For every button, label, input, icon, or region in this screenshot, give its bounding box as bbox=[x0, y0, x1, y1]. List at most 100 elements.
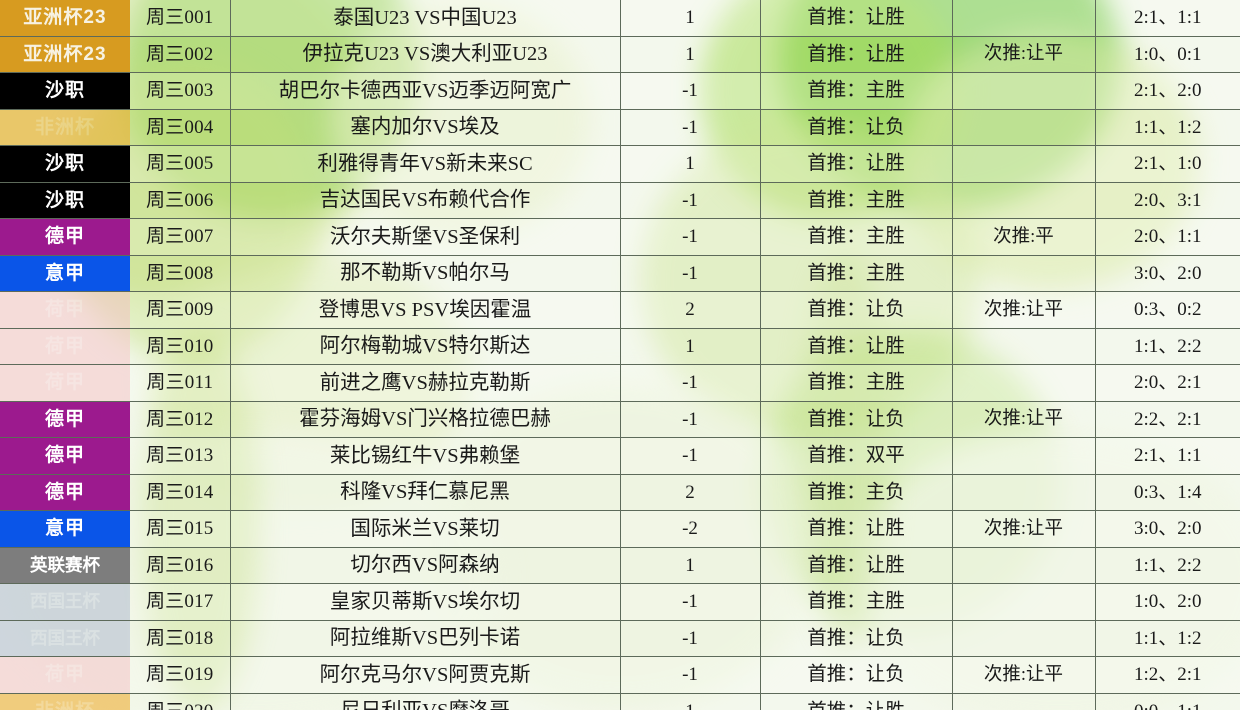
league-badge: 德甲 bbox=[0, 438, 130, 474]
match-number-cell: 周三015 bbox=[130, 510, 231, 548]
match-number-cell: 周三012 bbox=[130, 401, 231, 438]
fixture-cell: 登博思VS PSV埃因霍温 bbox=[230, 291, 621, 329]
fixture-cell: 国际米兰VS莱切 bbox=[230, 510, 621, 548]
primary-pick-cell: 首推：让胜 bbox=[760, 547, 953, 584]
table-row[interactable]: 德甲 周三014 科隆VS拜仁慕尼黑 2 首推：主负 0:3、1:4 bbox=[0, 474, 1240, 511]
secondary-pick-cell: 次推:让平 bbox=[952, 36, 1096, 73]
league-cell: 非洲杯 bbox=[0, 693, 130, 710]
score-prediction-cell: 2:1、2:0 bbox=[1095, 72, 1240, 110]
league-cell: 德甲 bbox=[0, 218, 130, 256]
secondary-pick-cell bbox=[952, 474, 1096, 511]
secondary-pick-cell bbox=[952, 620, 1096, 657]
league-badge: 非洲杯 bbox=[0, 109, 130, 145]
match-number-cell: 周三019 bbox=[130, 656, 231, 694]
table-row[interactable]: 沙职 周三006 吉达国民VS布赖代合作 -1 首推：主胜 2:0、3:1 bbox=[0, 182, 1240, 219]
table-row[interactable]: 西国王杯 周三017 皇家贝蒂斯VS埃尔切 -1 首推：主胜 1:0、2:0 bbox=[0, 583, 1240, 621]
league-badge-label: 亚洲杯23 bbox=[23, 7, 107, 29]
secondary-pick-cell bbox=[952, 109, 1096, 146]
league-badge: 荷甲 bbox=[0, 657, 130, 693]
league-badge-label: 沙职 bbox=[44, 153, 85, 175]
league-badge-label: 荷甲 bbox=[44, 372, 85, 394]
table-row[interactable]: 英联赛杯 周三016 切尔西VS阿森纳 1 首推：让胜 1:1、2:2 bbox=[0, 547, 1240, 584]
fixture-cell: 吉达国民VS布赖代合作 bbox=[230, 182, 621, 219]
fixture-cell: 前进之鹰VS赫拉克勒斯 bbox=[230, 364, 621, 402]
table-row[interactable]: 荷甲 周三009 登博思VS PSV埃因霍温 2 首推：让负 次推:让平 0:3、0:2 bbox=[0, 291, 1240, 329]
index-value-cell: 1 bbox=[620, 547, 761, 584]
secondary-pick-cell: 次推:平 bbox=[952, 218, 1096, 256]
table-row[interactable]: 意甲 周三008 那不勒斯VS帕尔马 -1 首推：主胜 3:0、2:0 bbox=[0, 255, 1240, 292]
table-row[interactable]: 德甲 周三013 莱比锡红牛VS弗赖堡 -1 首推：双平 2:1、1:1 bbox=[0, 437, 1240, 475]
fixture-cell: 塞内加尔VS埃及 bbox=[230, 109, 621, 146]
table-row[interactable]: 沙职 周三005 利雅得青年VS新未来SC 1 首推：让胜 2:1、1:0 bbox=[0, 145, 1240, 183]
match-number-cell: 周三011 bbox=[130, 364, 231, 402]
league-badge: 荷甲 bbox=[0, 328, 130, 364]
match-number-cell: 周三013 bbox=[130, 437, 231, 475]
league-badge-label: 西国王杯 bbox=[30, 591, 100, 611]
primary-pick-cell: 首推：让负 bbox=[760, 291, 953, 329]
match-number-cell: 周三014 bbox=[130, 474, 231, 511]
table-row[interactable]: 亚洲杯23 周三002 伊拉克U23 VS澳大利亚U23 1 首推：让胜 次推:让平 1:0… bbox=[0, 36, 1240, 73]
match-number-cell: 周三002 bbox=[130, 36, 231, 73]
index-value-cell: 1 bbox=[620, 36, 761, 73]
secondary-pick-cell bbox=[952, 437, 1096, 475]
table-row[interactable]: 德甲 周三012 霍芬海姆VS门兴格拉德巴赫 -1 首推：让负 次推:让平 2:2、2:1 bbox=[0, 401, 1240, 438]
league-badge: 西国王杯 bbox=[0, 620, 130, 656]
league-badge: 意甲 bbox=[0, 511, 130, 547]
score-prediction-cell: 2:1、1:0 bbox=[1095, 145, 1240, 183]
index-value-cell: -1 bbox=[620, 109, 761, 146]
table-row[interactable]: 荷甲 周三010 阿尔梅勒城VS特尔斯达 1 首推：让胜 1:1、2:2 bbox=[0, 328, 1240, 365]
index-value-cell: -1 bbox=[620, 255, 761, 292]
secondary-pick-cell: 次推:让平 bbox=[952, 401, 1096, 438]
primary-pick-cell: 首推：让胜 bbox=[760, 510, 953, 548]
primary-pick-cell: 首推：主胜 bbox=[760, 182, 953, 219]
score-prediction-cell: 0:3、0:2 bbox=[1095, 291, 1240, 329]
league-badge: 德甲 bbox=[0, 219, 130, 255]
index-value-cell: -1 bbox=[620, 182, 761, 219]
league-cell: 德甲 bbox=[0, 401, 130, 438]
score-prediction-cell: 1:1、1:2 bbox=[1095, 109, 1240, 146]
secondary-pick-cell bbox=[952, 364, 1096, 402]
secondary-pick-cell bbox=[952, 145, 1096, 183]
league-badge: 西国王杯 bbox=[0, 584, 130, 620]
index-value-cell: 1 bbox=[620, 0, 761, 37]
fixture-cell: 切尔西VS阿森纳 bbox=[230, 547, 621, 584]
primary-pick-cell: 首推：主胜 bbox=[760, 364, 953, 402]
fixture-cell: 伊拉克U23 VS澳大利亚U23 bbox=[230, 36, 621, 73]
fixture-cell: 沃尔夫斯堡VS圣保利 bbox=[230, 218, 621, 256]
league-badge-label: 亚洲杯23 bbox=[23, 43, 107, 65]
table-row[interactable]: 沙职 周三003 胡巴尔卡德西亚VS迈季迈阿宽广 -1 首推：主胜 2:1、2:0 bbox=[0, 72, 1240, 110]
table-row[interactable]: 非洲杯 周三020尼日利亚VS摩洛哥1首推：让胜 0:0、1:1 bbox=[0, 693, 1240, 710]
league-badge-label: 沙职 bbox=[44, 80, 85, 102]
table-row[interactable]: 荷甲 周三019 阿尔克马尔VS阿贾克斯 -1 首推：让负 次推:让平 1:2、2:1 bbox=[0, 656, 1240, 694]
league-badge-label: 德甲 bbox=[44, 226, 85, 248]
table-row[interactable]: 德甲 周三007 沃尔夫斯堡VS圣保利 -1 首推：主胜 次推:平 2:0、1:1 bbox=[0, 218, 1240, 256]
league-cell: 沙职 bbox=[0, 182, 130, 219]
primary-pick-cell: 首推：让胜 bbox=[760, 36, 953, 73]
secondary-pick-cell bbox=[952, 72, 1096, 110]
score-prediction-cell: 2:0、3:1 bbox=[1095, 182, 1240, 219]
league-badge: 德甲 bbox=[0, 401, 130, 437]
index-value-cell: -1 bbox=[620, 437, 761, 475]
table-row[interactable]: 非洲杯 周三004 塞内加尔VS埃及 -1 首推：让负 1:1、1:2 bbox=[0, 109, 1240, 146]
index-value-cell: -1 bbox=[620, 218, 761, 256]
score-prediction-cell: 3:0、2:0 bbox=[1095, 510, 1240, 548]
table-row[interactable]: 意甲 周三015 国际米兰VS莱切 -2 首推：让胜 次推:让平 3:0、2:0 bbox=[0, 510, 1240, 548]
table-row[interactable]: 西国王杯 周三018 阿拉维斯VS巴列卡诺 -1 首推：让负 1:1、1:2 bbox=[0, 620, 1240, 657]
primary-pick-cell: 首推：让负 bbox=[760, 656, 953, 694]
index-value-cell: 1 bbox=[620, 145, 761, 183]
index-value-cell: -1 bbox=[620, 72, 761, 110]
league-cell: 西国王杯 bbox=[0, 620, 130, 657]
league-cell: 德甲 bbox=[0, 437, 130, 475]
table-row[interactable]: 亚洲杯23 周三001 泰国U23 VS中国U23 1 首推：让胜 2:1、1:1 bbox=[0, 0, 1240, 37]
match-number-cell: 周三010 bbox=[130, 328, 231, 365]
table-row[interactable]: 荷甲 周三011 前进之鹰VS赫拉克勒斯 -1 首推：主胜 2:0、2:1 bbox=[0, 364, 1240, 402]
fixture-cell: 阿尔梅勒城VS特尔斯达 bbox=[230, 328, 621, 365]
league-badge: 沙职 bbox=[0, 73, 130, 109]
index-value-cell: -1 bbox=[620, 620, 761, 657]
league-cell: 荷甲 bbox=[0, 656, 130, 694]
index-value-cell: 2 bbox=[620, 291, 761, 329]
score-prediction-cell: 2:1、1:1 bbox=[1095, 437, 1240, 475]
secondary-pick-cell bbox=[952, 255, 1096, 292]
match-number-cell: 周三016 bbox=[130, 547, 231, 584]
